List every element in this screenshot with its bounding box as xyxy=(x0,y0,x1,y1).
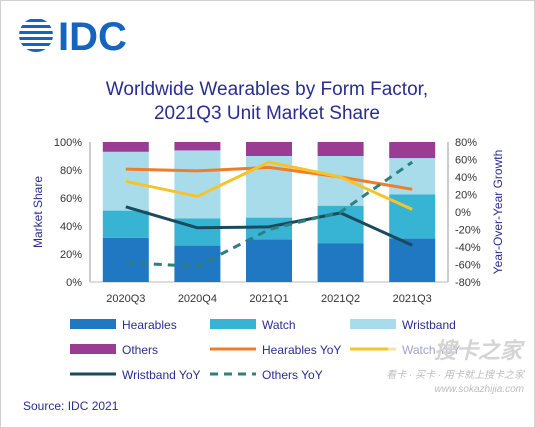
bar-hearables-2021q3 xyxy=(389,238,436,282)
x-axis-ticks: 2020Q3 2020Q4 2021Q1 2021Q2 2021Q3 xyxy=(106,293,432,305)
x-tick-label: 2021Q2 xyxy=(321,293,360,305)
legend-item-wristband: Wristband xyxy=(350,318,456,332)
y-axis-ticks: 0% 20% 40% 60% 80% 100% xyxy=(54,137,82,289)
bar-wristband-2020q4 xyxy=(174,150,221,219)
legend-label: Wristband YoY xyxy=(122,368,201,382)
legend-label: Watch xyxy=(262,318,296,332)
y-tick-label: 20% xyxy=(60,249,82,261)
watermark: 搜卡之家 看卡 · 买卡 · 用卡就上搜卡之家 www.sokazhijia.c… xyxy=(386,331,528,395)
y-tick-label: 100% xyxy=(54,137,82,149)
y-axis-title: Market Share xyxy=(31,176,45,248)
legend-label: Hearables YoY xyxy=(262,343,341,357)
watermark-url: www.sokazhijia.com xyxy=(435,384,524,395)
legend-swatch xyxy=(210,319,256,329)
bar-others-2021q2 xyxy=(317,142,364,156)
chart-title-line-1: Worldwide Wearables by Form Factor, xyxy=(106,79,428,100)
x-tick-label: 2021Q1 xyxy=(249,293,288,305)
source-note: Source: IDC 2021 xyxy=(23,399,119,413)
y2-tick-label: 20% xyxy=(455,190,477,202)
y2-tick-label: -60% xyxy=(455,260,481,272)
y2-tick-label: 80% xyxy=(455,137,477,149)
yoy-lines xyxy=(125,160,414,268)
bar-others-2021q1 xyxy=(246,142,292,156)
legend-label: Wristband xyxy=(402,318,456,332)
line-others-yoy xyxy=(125,160,414,268)
legend-item-others: Others xyxy=(70,343,158,357)
globe-icon xyxy=(19,19,53,52)
legend-item-others-yoy: Others YoY xyxy=(210,368,323,382)
bar-others-2020q4 xyxy=(174,142,221,151)
legend-item-hearables-yoy: Hearables YoY xyxy=(210,343,341,357)
y2-tick-label: 0% xyxy=(455,207,471,219)
legend-item-wristband-yoy: Wristband YoY xyxy=(70,368,201,382)
y2-tick-label: -40% xyxy=(455,242,481,254)
y-tick-label: 0% xyxy=(66,277,82,289)
bar-group xyxy=(102,142,436,282)
bar-hearables-2020q3 xyxy=(102,237,149,282)
chart-title-line-2: 2021Q3 Unit Market Share xyxy=(154,103,380,124)
y2-tick-label: 60% xyxy=(455,155,477,167)
bar-hearables-2021q1 xyxy=(246,239,292,282)
legend-item-hearables: Hearables xyxy=(70,318,177,332)
legend-swatch xyxy=(350,319,396,329)
watermark-sub: 看卡 · 买卡 · 用卡就上搜卡之家 xyxy=(386,369,526,381)
idc-logo: IDC xyxy=(19,15,127,59)
y-tick-label: 80% xyxy=(60,165,82,177)
bar-watch-2021q1 xyxy=(246,217,292,240)
legend-label: Others YoY xyxy=(262,368,323,382)
line-wristband-yoy xyxy=(125,205,413,247)
line-hearables-yoy xyxy=(125,165,413,191)
legend-swatch xyxy=(70,344,116,354)
y-tick-label: 60% xyxy=(60,193,82,205)
x-tick-label: 2020Q4 xyxy=(178,293,217,305)
bar-others-2020q3 xyxy=(102,142,149,152)
bar-hearables-2021q2 xyxy=(317,243,364,282)
logo-wordmark: IDC xyxy=(58,15,127,59)
bar-wristband-2020q3 xyxy=(102,151,149,211)
bar-watch-2020q3 xyxy=(102,210,149,238)
y-tick-label: 40% xyxy=(60,221,82,233)
bar-others-2021q3 xyxy=(389,142,436,159)
x-tick-label: 2021Q3 xyxy=(393,293,432,305)
y2-axis-title: Year-Over-Year Growth xyxy=(491,150,505,275)
y2-tick-label: 40% xyxy=(455,172,477,184)
line-watch-yoy xyxy=(125,160,413,211)
watermark-main: 搜卡之家 xyxy=(434,338,525,363)
y2-axis-ticks: -80% -60% -40% -20% 0% 20% 40% 60% 80% xyxy=(455,137,481,289)
legend-label: Hearables xyxy=(122,318,177,332)
legend-label: Others xyxy=(122,343,158,357)
legend-swatch xyxy=(70,319,116,329)
y2-tick-label: -20% xyxy=(455,225,481,237)
x-tick-label: 2020Q3 xyxy=(106,293,145,305)
legend-item-watch: Watch xyxy=(210,318,296,332)
y2-tick-label: -80% xyxy=(455,277,481,289)
bar-hearables-2020q4 xyxy=(174,245,221,282)
